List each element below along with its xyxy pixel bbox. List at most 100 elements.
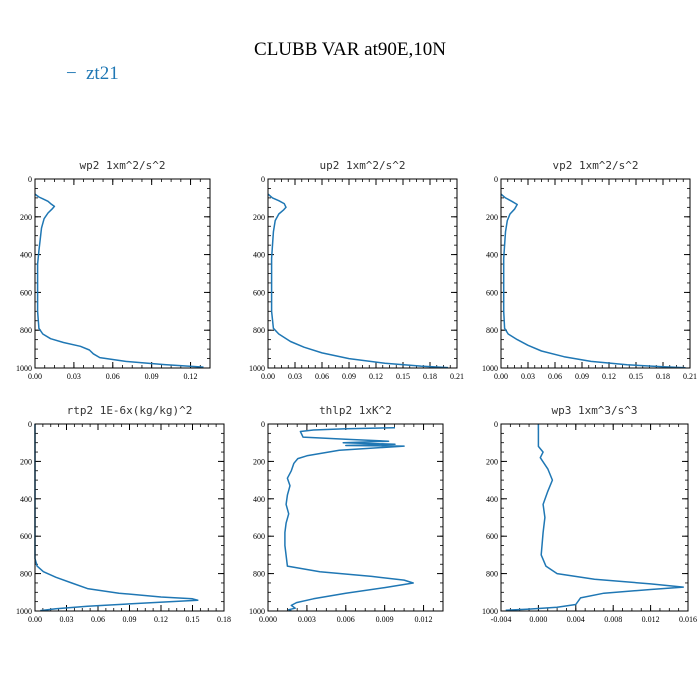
- y-tick-label: 200: [253, 457, 265, 466]
- subplot-5: thlp2 1xK^2 0.000 0.003 0.006 0.009 0.012 0 200…: [249, 404, 444, 624]
- x-tick-label: 0.15: [396, 372, 410, 381]
- x-tick-label: 0.00: [28, 615, 42, 624]
- y-tick-label: 600: [486, 532, 498, 541]
- x-tick-label: 0.21: [683, 372, 697, 381]
- y-tick-label: 800: [253, 326, 265, 335]
- x-tick-label: 0.12: [184, 372, 198, 381]
- figure-title: CLUBB VAR at90E,10N: [254, 39, 446, 60]
- x-tick-label: 0.00: [261, 372, 275, 381]
- subplot-3: vp2 1xm^2/s^2 0.00 0.03 0.06 0.09 0.12 0.15 0.1…: [482, 159, 697, 381]
- x-tick-label: 0.12: [154, 615, 168, 624]
- minor-ticks: [267, 423, 444, 612]
- y-tick-label: 600: [253, 532, 265, 541]
- subplot-frame: [34, 178, 211, 369]
- series-line: [34, 424, 199, 612]
- x-tick-label: 0.00: [28, 372, 42, 381]
- series-line: [500, 193, 686, 369]
- major-ticks: [500, 178, 691, 369]
- y-tick-label: 400: [486, 495, 498, 504]
- x-tick-label: 0.006: [337, 615, 355, 624]
- x-tick-label: 0.18: [656, 372, 670, 381]
- x-tick-label: 0.09: [575, 372, 589, 381]
- y-tick-label: 200: [486, 457, 498, 466]
- y-tick-label: 1000: [16, 607, 32, 616]
- series-line: [284, 426, 414, 612]
- y-tick-label: 200: [20, 457, 32, 466]
- y-tick-label: 800: [20, 570, 32, 579]
- y-tick-label: 800: [486, 570, 498, 579]
- y-tick-label: 0: [28, 175, 32, 184]
- subplot-2: up2 1xm^2/s^2 0.00 0.03 0.06 0.09 0.12 0.15 0.1…: [249, 159, 464, 381]
- chart-grid: wp2 1xm^2/s^2 0.00 0.03 0.06 0.09 0.12 0 200 400…: [16, 159, 697, 624]
- x-tick-label: 0.15: [629, 372, 643, 381]
- y-tick-label: 400: [20, 251, 32, 260]
- x-tick-label: 0.15: [186, 615, 200, 624]
- subplot-frame: [34, 423, 225, 612]
- subplot-title: rtp2 1E-6x(kg/kg)^2: [67, 404, 193, 417]
- subplot-title: thlp2 1xK^2: [319, 404, 392, 417]
- x-tick-label: 0.000: [259, 615, 277, 624]
- x-tick-label: -0.004: [491, 615, 512, 624]
- x-tick-label: 0.012: [415, 615, 433, 624]
- subplot-title: wp2 1xm^2/s^2: [79, 159, 165, 172]
- y-tick-label: 0: [494, 175, 498, 184]
- subplot-title: wp3 1xm^3/s^3: [551, 404, 637, 417]
- y-tick-label: 600: [20, 288, 32, 297]
- x-tick-label: 0.18: [217, 615, 231, 624]
- series-line: [505, 424, 685, 612]
- major-ticks: [267, 178, 458, 369]
- y-tick-label: 800: [486, 326, 498, 335]
- y-tick-label: 400: [486, 251, 498, 260]
- x-tick-label: 0.000: [529, 615, 547, 624]
- x-tick-label: 0.12: [602, 372, 616, 381]
- y-tick-label: 800: [253, 570, 265, 579]
- series-line: [34, 193, 204, 368]
- major-ticks: [34, 423, 225, 612]
- y-tick-label: 200: [486, 213, 498, 222]
- subplot-4: rtp2 1E-6x(kg/kg)^2 0.00 0.03 0.06 0.09 0.12 0…: [16, 404, 231, 624]
- y-tick-label: 0: [28, 420, 32, 429]
- subplot-title: up2 1xm^2/s^2: [319, 159, 405, 172]
- major-ticks: [34, 178, 210, 369]
- x-tick-label: 0.004: [567, 615, 585, 624]
- x-tick-label: 0.09: [123, 615, 137, 624]
- minor-ticks: [34, 423, 225, 612]
- y-tick-label: 1000: [249, 364, 265, 373]
- x-tick-label: 0.03: [288, 372, 302, 381]
- y-tick-label: 0: [261, 420, 265, 429]
- y-tick-label: 0: [261, 175, 265, 184]
- y-tick-label: 1000: [16, 364, 32, 373]
- subplot-title: vp2 1xm^2/s^2: [552, 159, 638, 172]
- major-ticks: [500, 423, 689, 612]
- y-tick-label: 400: [20, 495, 32, 504]
- subplot-1: wp2 1xm^2/s^2 0.00 0.03 0.06 0.09 0.12 0 200 400…: [16, 159, 211, 381]
- x-tick-label: 0.003: [298, 615, 316, 624]
- subplot-frame: [500, 423, 689, 612]
- y-tick-label: 200: [253, 213, 265, 222]
- x-tick-label: 0.008: [604, 615, 622, 624]
- x-tick-label: 0.09: [342, 372, 356, 381]
- x-tick-label: 0.00: [494, 372, 508, 381]
- series-line: [267, 193, 449, 369]
- y-tick-label: 600: [486, 288, 498, 297]
- y-tick-label: 800: [20, 326, 32, 335]
- y-tick-label: 1000: [249, 607, 265, 616]
- y-tick-label: 600: [20, 532, 32, 541]
- x-tick-label: 0.012: [642, 615, 660, 624]
- y-tick-label: 1000: [482, 364, 498, 373]
- minor-ticks: [34, 178, 211, 369]
- legend-label: zt21: [86, 63, 119, 84]
- x-tick-label: 0.06: [91, 615, 105, 624]
- minor-ticks: [500, 423, 689, 612]
- subplot-frame: [267, 423, 444, 612]
- x-tick-label: 0.06: [548, 372, 562, 381]
- x-tick-label: 0.18: [423, 372, 437, 381]
- minor-ticks: [500, 178, 691, 369]
- x-tick-label: 0.12: [369, 372, 383, 381]
- x-tick-label: 0.03: [60, 615, 74, 624]
- subplot-frame: [267, 178, 458, 369]
- x-tick-label: 0.06: [315, 372, 329, 381]
- legend: − zt21: [66, 63, 119, 84]
- minor-ticks: [267, 178, 458, 369]
